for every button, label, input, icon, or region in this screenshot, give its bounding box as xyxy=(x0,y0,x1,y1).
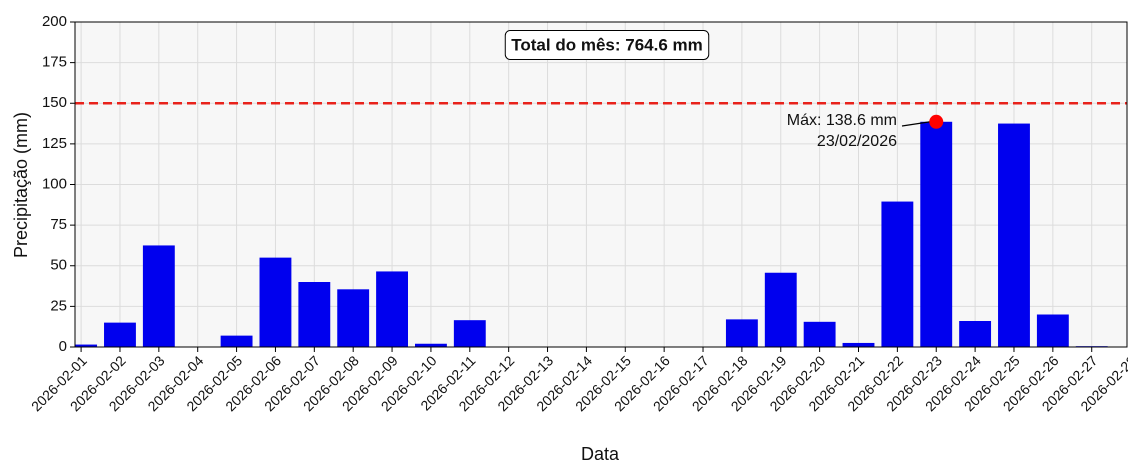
total-box-frame xyxy=(504,29,710,60)
y-tick-label: 100 xyxy=(42,175,67,192)
y-tick-label: 75 xyxy=(50,216,67,233)
axes-frame xyxy=(74,21,1128,348)
max-marker xyxy=(929,114,944,129)
annotation-label: 23/02/2026 xyxy=(817,133,897,150)
bar xyxy=(881,201,914,347)
bar xyxy=(453,320,486,347)
bar xyxy=(725,319,758,347)
y-tick-label: 200 xyxy=(42,13,67,30)
bar xyxy=(920,121,953,347)
bar xyxy=(104,322,136,347)
annotation-arrow xyxy=(901,121,931,127)
bar xyxy=(764,272,797,347)
bar xyxy=(842,342,875,347)
y-tick-label: 25 xyxy=(50,297,67,314)
bar xyxy=(998,123,1030,347)
bar xyxy=(414,343,447,347)
bar xyxy=(220,335,253,347)
y-tick-label: 175 xyxy=(42,54,67,71)
plot xyxy=(75,22,1127,347)
bar xyxy=(376,271,408,347)
bar xyxy=(259,257,292,347)
y-tick-label: 150 xyxy=(42,94,67,111)
y-axis-label: Precipitação (mm) xyxy=(11,112,31,258)
y-tick-label: 125 xyxy=(42,135,67,152)
bar xyxy=(75,344,98,347)
y-tick-label: 50 xyxy=(50,257,67,274)
bar xyxy=(1036,314,1069,347)
y-tick-label: 0 xyxy=(59,338,67,355)
bar xyxy=(803,321,836,347)
annotation-label: Máx: 138.6 mm xyxy=(787,112,897,129)
bar xyxy=(959,321,992,347)
x-axis-label: Data xyxy=(581,444,620,464)
total-box: Total do mês: 764.6 mm xyxy=(504,29,710,60)
bar xyxy=(298,282,331,347)
bar xyxy=(142,245,175,347)
bar xyxy=(337,289,370,347)
total-label: Total do mês: 764.6 mm xyxy=(511,35,702,54)
